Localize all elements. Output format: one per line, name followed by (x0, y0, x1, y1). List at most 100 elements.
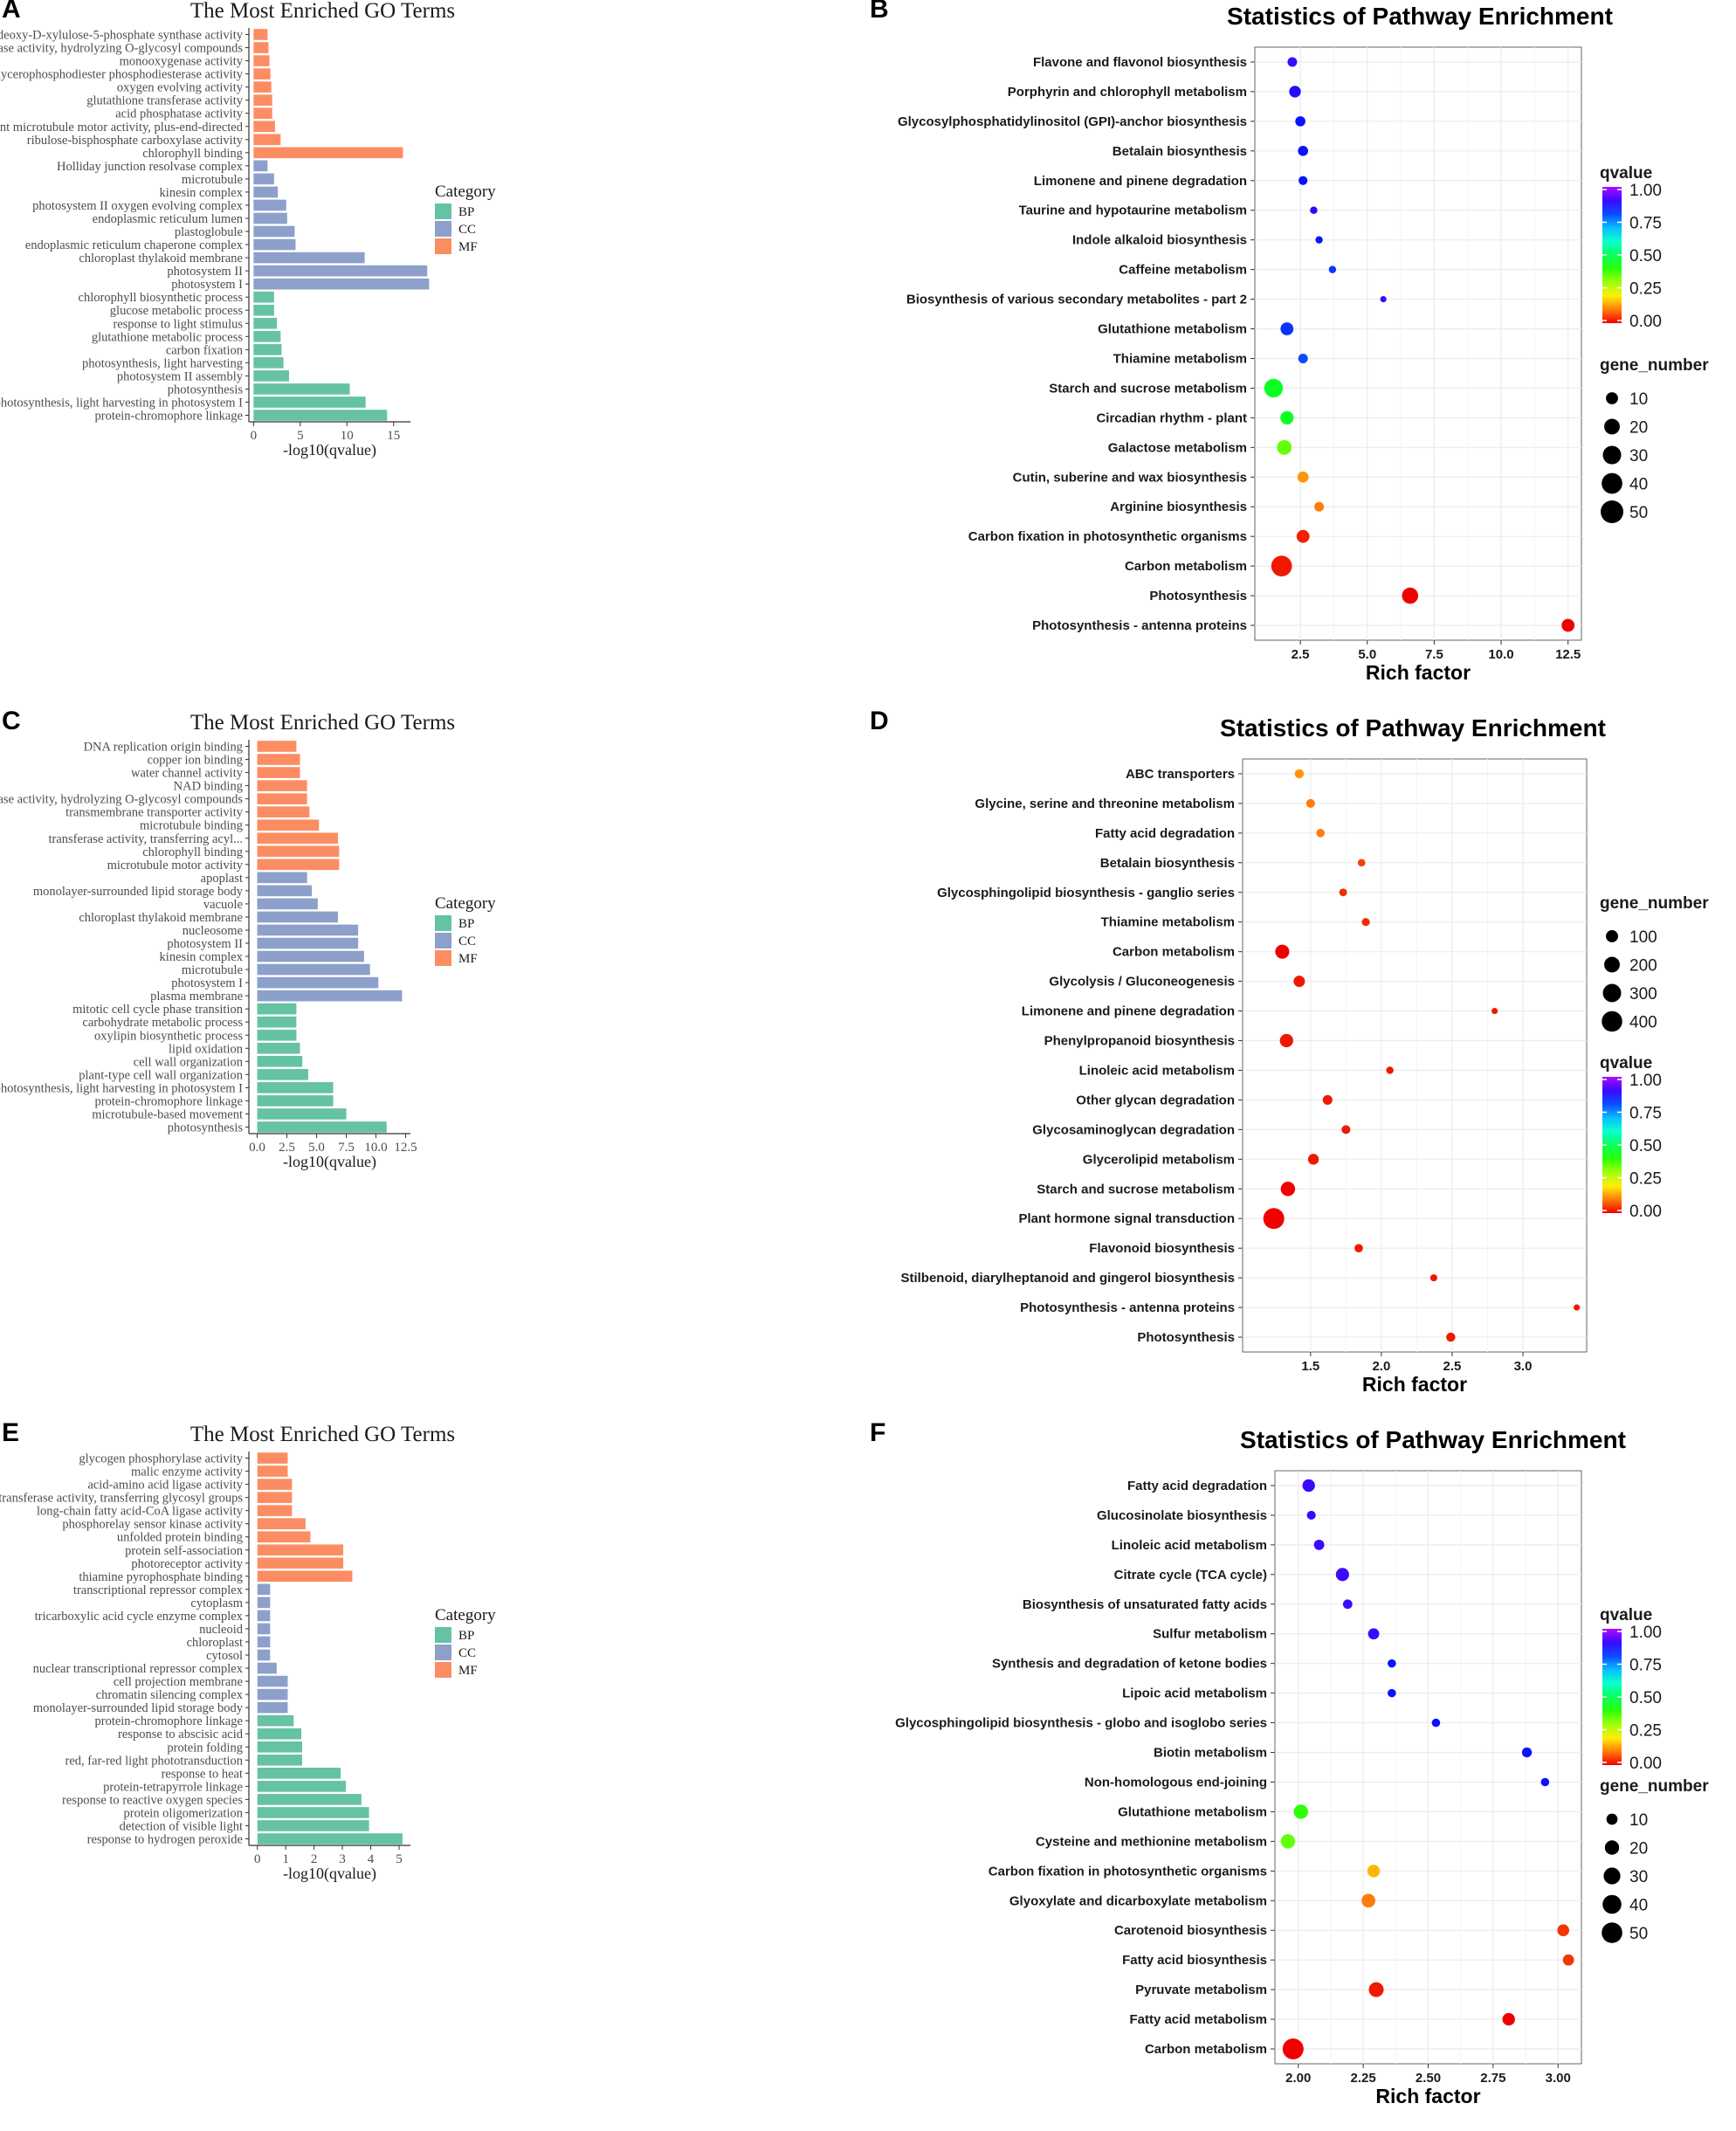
data-point (1293, 976, 1305, 988)
x-tick-label: 3 (339, 1852, 346, 1866)
category-label: 1-deoxy-D-xylulose-5-phosphate synthase … (0, 29, 244, 43)
category-label: Photosynthesis - antenna proteins (1032, 618, 1247, 633)
bar (257, 950, 364, 962)
panel-letter: B (870, 0, 889, 24)
bar (253, 317, 278, 329)
data-point (1446, 1332, 1456, 1342)
category-label: protein oligomerization (123, 1806, 243, 1820)
category-label: Linoleic acid metabolism (1079, 1063, 1235, 1078)
legend-label: BP (458, 205, 474, 219)
data-point (1368, 1982, 1384, 1997)
category-label: photosystem II (167, 265, 243, 279)
pathway-bubble-chart: Statistics of Pathway Enrichment ABC tran… (900, 714, 1709, 1396)
bar (257, 885, 313, 897)
category-label: plasma membrane (150, 990, 243, 1003)
legend-swatch (435, 915, 451, 931)
category-label: response to heat (162, 1767, 243, 1781)
data-point (1287, 57, 1298, 67)
color-bar (1602, 1629, 1622, 1765)
category-label: Carbon fixation in photosynthetic organi… (968, 529, 1247, 544)
size-legend-point (1601, 500, 1623, 523)
legend-label: CC (458, 223, 476, 237)
bar (253, 199, 286, 211)
bar (257, 1768, 341, 1779)
bar (257, 1597, 271, 1609)
category-label: photosystem II assembly (117, 369, 244, 383)
color-legend-label: 0.75 (1629, 215, 1662, 233)
bar (257, 806, 310, 817)
bar (257, 859, 340, 871)
category-label: chromatin silencing complex (96, 1688, 244, 1702)
category-label: Glycosphingolipid biosynthesis - ganglio… (937, 886, 1235, 900)
x-tick-label: 0 (251, 429, 258, 443)
go-bar-chart: The Most Enriched GO Terms glycogen phosp… (0, 1423, 496, 1883)
bar (257, 1121, 387, 1133)
data-point (1380, 296, 1387, 303)
category-label: protein-chromophore linkage (94, 1714, 243, 1728)
bar (253, 330, 281, 342)
bar (257, 1544, 344, 1556)
data-point (1307, 1154, 1319, 1165)
category-label: glycerophosphodiester phosphodiesterase … (0, 68, 244, 82)
data-point (1361, 1893, 1375, 1908)
category-label: response to reactive oxygen species (62, 1793, 243, 1807)
bar (253, 147, 403, 159)
legend-swatch (435, 238, 451, 254)
x-axis-label: -log10(qvalue) (283, 441, 376, 459)
panel-letter: C (2, 707, 21, 735)
size-legend-point (1604, 1840, 1620, 1855)
size-legend-point (1606, 930, 1618, 942)
bar (257, 872, 307, 884)
category-label: Biosynthesis of various secondary metabo… (906, 293, 1247, 307)
panel-e: E The Most Enriched GO Terms glycogen pho… (0, 1418, 868, 2131)
bar (257, 832, 339, 845)
color-bar (1602, 1077, 1622, 1213)
bar (253, 278, 430, 290)
size-legend-point (1604, 956, 1620, 973)
data-point (1540, 1777, 1550, 1787)
category-label: microtubule binding (140, 819, 243, 833)
size-legend-label: 40 (1629, 1897, 1648, 1915)
category-label: monooxygenase activity (120, 55, 244, 69)
category-label: microtubule-based movement (92, 1107, 243, 1121)
data-point (1367, 1628, 1380, 1640)
bar (257, 1714, 294, 1727)
data-point (1521, 1747, 1533, 1758)
x-tick-label: 10 (341, 429, 354, 443)
category-label: response to hydrogen peroxide (87, 1832, 243, 1846)
legend-swatch (435, 933, 451, 948)
bar (257, 898, 318, 910)
data-point (1357, 859, 1366, 867)
category-label: Thiamine metabolism (1113, 351, 1247, 366)
category-label: Other glycan degradation (1076, 1093, 1235, 1107)
bar (253, 238, 296, 251)
x-tick-label: 0 (254, 1852, 261, 1866)
category-label: Indole alkaloid biosynthesis (1072, 233, 1247, 248)
color-legend-label: 0.25 (1629, 1722, 1662, 1741)
color-legend-label: 0.00 (1629, 1203, 1662, 1221)
x-tick-label: 2.5 (279, 1141, 295, 1155)
legend-title: Category (435, 894, 496, 913)
bar (253, 55, 270, 66)
color-legend-title: qvalue (1600, 1606, 1652, 1624)
bar (257, 1003, 297, 1015)
bar (257, 1781, 346, 1792)
bar (253, 304, 274, 316)
category-label: glutathione metabolic process (92, 330, 244, 344)
category-label: Caffeine metabolism (1119, 263, 1247, 278)
data-point (1299, 176, 1308, 185)
panel-letter: D (870, 707, 889, 735)
legend-label: MF (458, 240, 478, 254)
category-label: NAD binding (174, 780, 243, 794)
data-point (1279, 1033, 1293, 1048)
category-label: Glycosylphosphatidylinositol (GPI)-ancho… (898, 114, 1247, 129)
size-legend-title: gene_number (1600, 356, 1709, 375)
size-legend-point (1602, 1922, 1622, 1943)
bar (257, 1082, 334, 1093)
color-legend-label: 1.00 (1629, 1624, 1662, 1642)
category-label: protein folding (167, 1741, 243, 1755)
bar (257, 1662, 277, 1674)
category-label: nucleosome (183, 924, 243, 938)
data-point (1263, 1208, 1285, 1230)
